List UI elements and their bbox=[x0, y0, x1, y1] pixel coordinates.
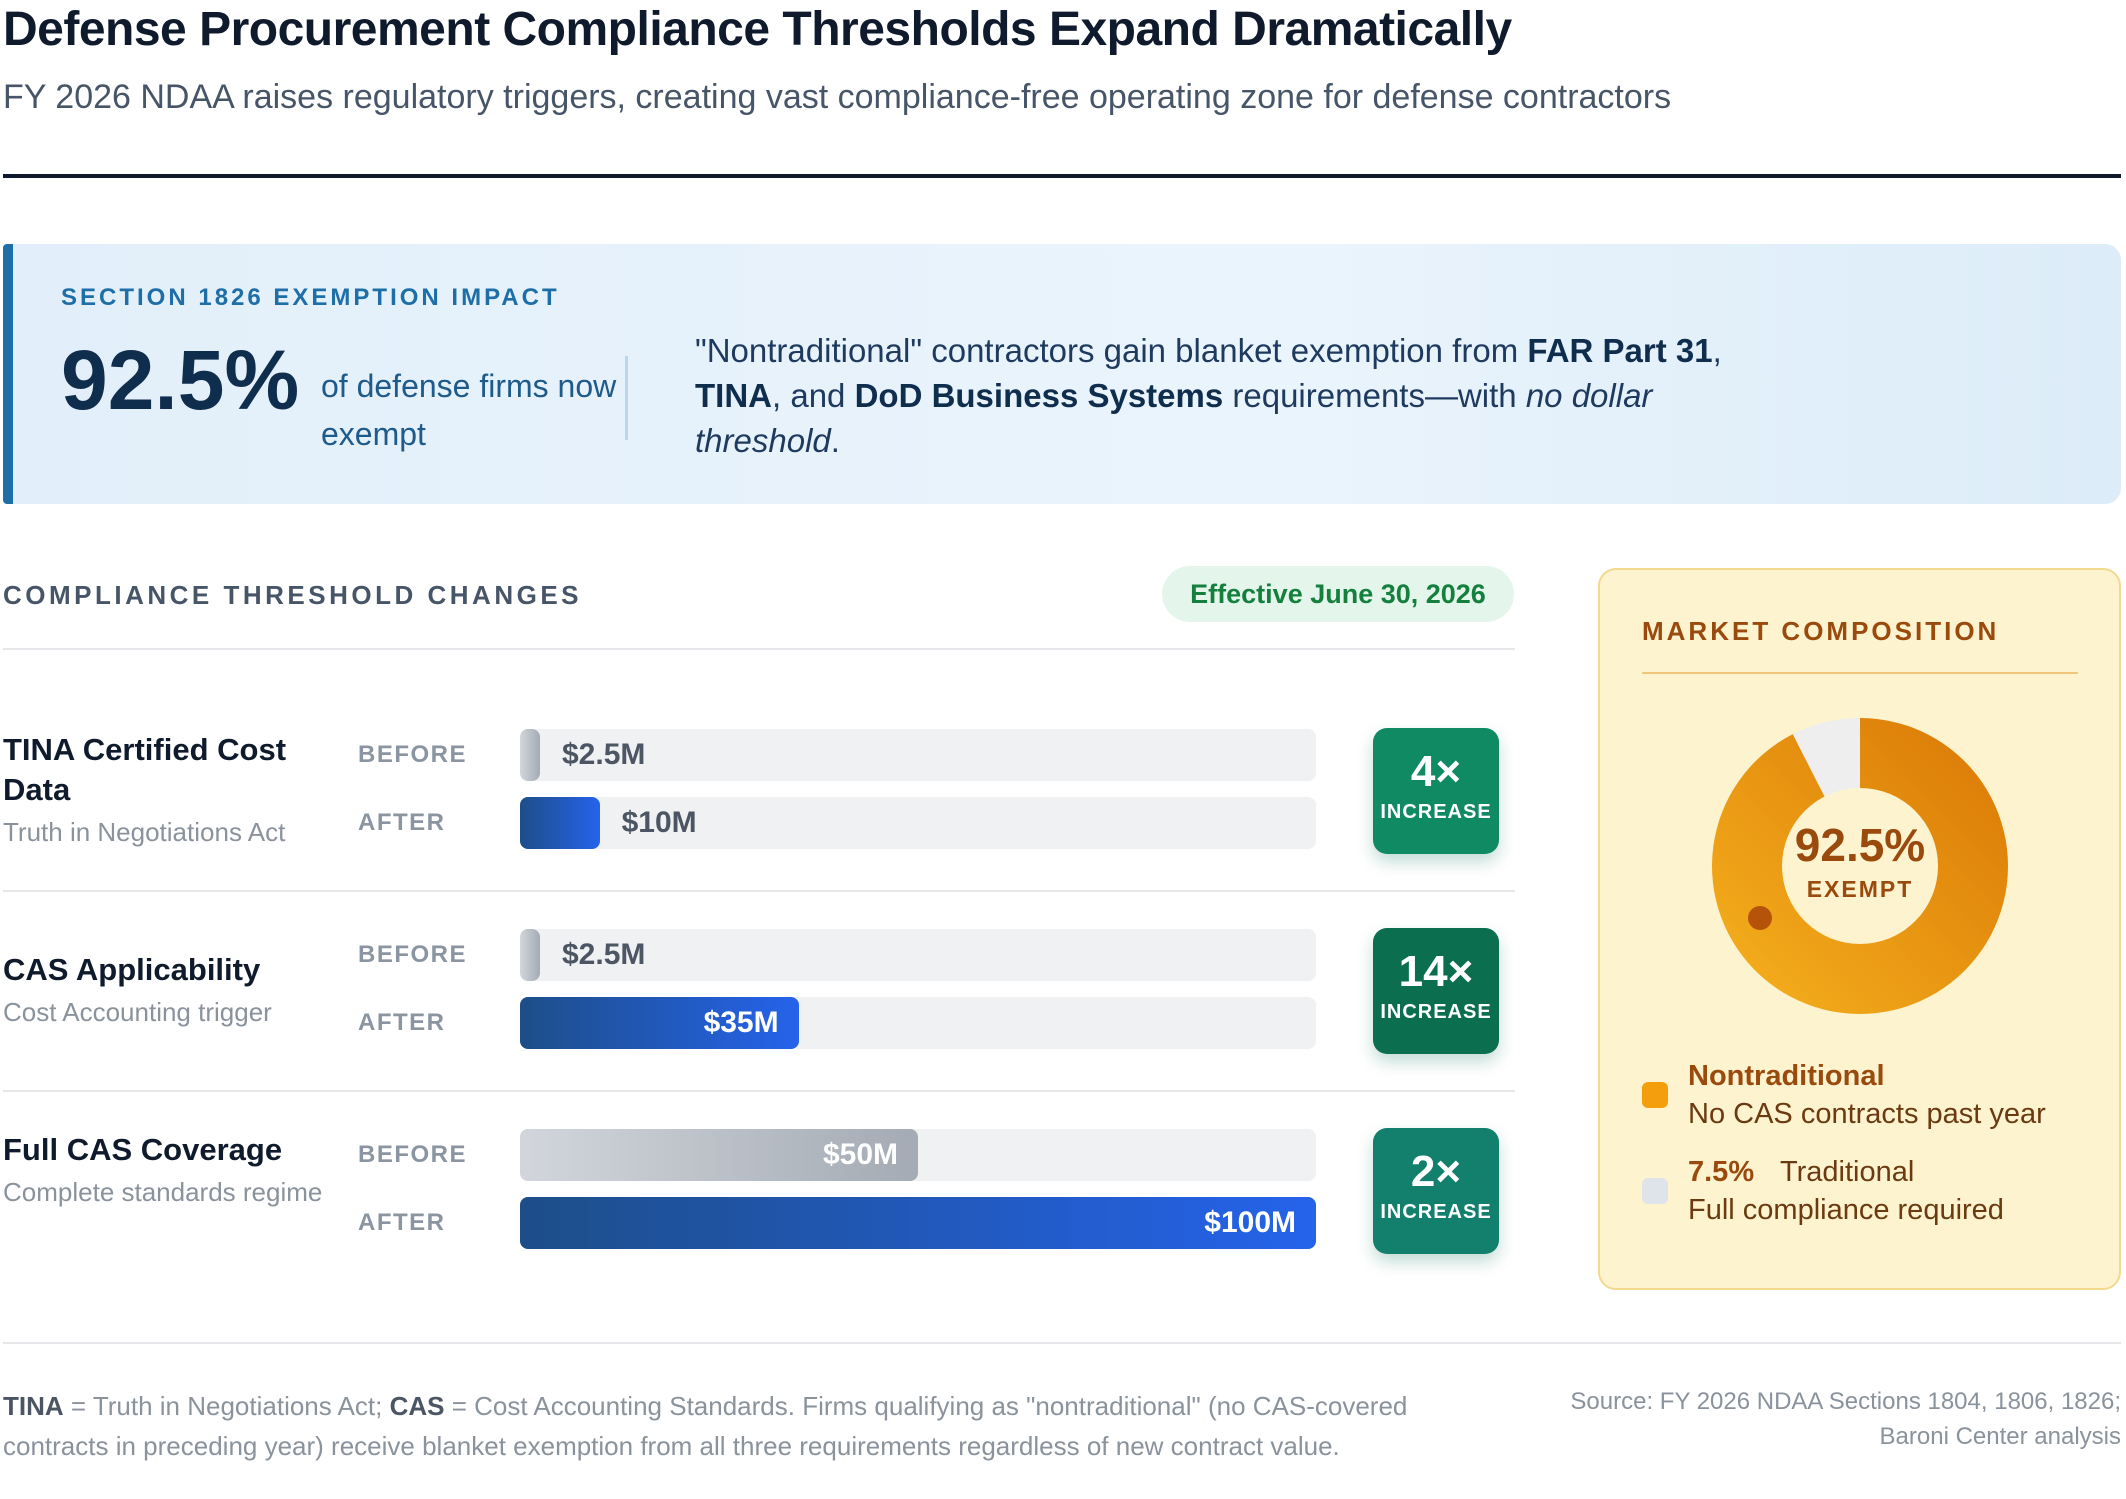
impact-text-2: , bbox=[1712, 332, 1722, 369]
impact-separator bbox=[625, 356, 628, 440]
after-label: AFTER bbox=[358, 809, 446, 836]
multiplier-value: 4× bbox=[1410, 747, 1462, 796]
exemption-impact-banner: SECTION 1826 EXEMPTION IMPACT 92.5% of d… bbox=[3, 244, 2121, 504]
legend-desc-nontraditional: No CAS contracts past year bbox=[1688, 1098, 2046, 1130]
bar-before-value: $50M bbox=[822, 1138, 898, 1171]
header-divider bbox=[3, 174, 2121, 178]
market-composition-card: MARKET COMPOSITION 92.5% EXEMPT Nontradi… bbox=[1598, 568, 2121, 1290]
impact-bold-tina: TINA bbox=[695, 377, 772, 414]
impact-big-value: 92.5% bbox=[61, 333, 300, 427]
bar-track: $10M bbox=[520, 797, 1316, 849]
footnote-abbr-tina: TINA bbox=[3, 1391, 64, 1421]
impact-text-1: "Nontraditional" contractors gain blanke… bbox=[695, 332, 1528, 369]
bar-after bbox=[520, 797, 600, 849]
footnote-def-tina: = Truth in Negotiations Act; bbox=[63, 1391, 390, 1421]
impact-italic: no dollar threshold bbox=[695, 377, 1653, 459]
impact-text-5: . bbox=[830, 422, 840, 459]
row-subtitle: Truth in Negotiations Act bbox=[3, 817, 286, 847]
multiplier-badge: 2× INCREASE bbox=[1373, 1128, 1499, 1254]
bar-after bbox=[520, 1197, 1316, 1249]
before-label: BEFORE bbox=[358, 741, 468, 768]
row-name: Full CAS Coverage bbox=[3, 1132, 283, 1167]
after-label: AFTER bbox=[358, 1009, 446, 1036]
footnote-abbr-cas: CAS bbox=[389, 1391, 445, 1421]
donut-hole bbox=[1782, 788, 1938, 944]
impact-bold-dod: DoD Business Systems bbox=[854, 377, 1224, 414]
bar-track: $50M bbox=[520, 1129, 1316, 1181]
legend-desc-traditional: Full compliance required bbox=[1688, 1194, 2004, 1226]
multiplier-value: 2× bbox=[1410, 1147, 1462, 1196]
footnote-def-cas: = Cost Accounting Standards. Firms quali… bbox=[3, 1391, 1408, 1461]
row-divider bbox=[3, 890, 1515, 892]
bar-track: $2.5M bbox=[520, 929, 1316, 981]
donut-center-label: EXEMPT bbox=[1806, 876, 1914, 902]
bar-after bbox=[520, 997, 799, 1049]
impact-text-4: requirements—with bbox=[1223, 377, 1526, 414]
impact-big-desc: of defense firms now exempt bbox=[321, 368, 617, 452]
page-subtitle: FY 2026 NDAA raises regulatory triggers,… bbox=[3, 78, 1672, 116]
multiplier-badge: 4× INCREASE bbox=[1373, 728, 1499, 854]
bar-track: $35M bbox=[520, 997, 1316, 1049]
footer-divider bbox=[3, 1342, 2121, 1344]
page-title: Defense Procurement Compliance Threshold… bbox=[3, 3, 1512, 56]
bar-track: $100M bbox=[520, 1197, 1316, 1249]
effective-date-badge: Effective June 30, 2026 bbox=[1162, 566, 1514, 622]
multiplier-value: 14× bbox=[1398, 947, 1474, 996]
impact-bold-far: FAR Part 31 bbox=[1527, 332, 1713, 369]
footnote: TINA = Truth in Negotiations Act; CAS = … bbox=[3, 1386, 1483, 1466]
after-label: AFTER bbox=[358, 1209, 446, 1236]
legend-name-traditional: Traditional bbox=[1780, 1156, 1915, 1188]
bar-after-value: $35M bbox=[703, 1006, 779, 1039]
market-label: MARKET COMPOSITION bbox=[1642, 616, 2000, 646]
row-name: CAS Applicability bbox=[3, 952, 261, 987]
bar-before-value: $2.5M bbox=[562, 738, 646, 771]
source-note: Source: FY 2026 NDAA Sections 1804, 1806… bbox=[1570, 1388, 2121, 1450]
threshold-divider bbox=[3, 648, 1515, 650]
market-divider bbox=[1642, 672, 2078, 674]
legend-name-nontraditional: Nontraditional bbox=[1688, 1060, 1885, 1092]
row-divider bbox=[3, 1090, 1515, 1092]
legend-pct-traditional: 7.5% bbox=[1688, 1156, 1755, 1188]
impact-label: SECTION 1826 EXEMPTION IMPACT bbox=[61, 284, 560, 311]
bar-before bbox=[520, 729, 540, 781]
bar-track: $2.5M bbox=[520, 729, 1316, 781]
bar-before bbox=[520, 1129, 918, 1181]
donut-marker-dot bbox=[1748, 906, 1772, 930]
impact-description: "Nontraditional" contractors gain blanke… bbox=[695, 328, 1775, 463]
multiplier-label: INCREASE bbox=[1380, 1201, 1492, 1223]
bar-before bbox=[520, 929, 540, 981]
row-name: TINA Certified Cost Data bbox=[3, 732, 287, 807]
bar-before-value: $2.5M bbox=[562, 938, 646, 971]
bar-after-value: $10M bbox=[621, 806, 697, 839]
donut-center-value: 92.5% bbox=[1794, 819, 1926, 871]
legend-swatch-traditional bbox=[1642, 1178, 1668, 1204]
legend-swatch-nontraditional bbox=[1642, 1082, 1668, 1108]
multiplier-label: INCREASE bbox=[1380, 1001, 1492, 1023]
threshold-section-label: COMPLIANCE THRESHOLD CHANGES bbox=[3, 580, 583, 610]
row-subtitle: Complete standards regime bbox=[3, 1177, 323, 1207]
bar-after-value: $100M bbox=[1204, 1206, 1296, 1239]
multiplier-badge: 14× INCREASE bbox=[1373, 928, 1499, 1054]
multiplier-label: INCREASE bbox=[1380, 801, 1492, 823]
row-subtitle: Cost Accounting trigger bbox=[3, 997, 272, 1027]
before-label: BEFORE bbox=[358, 1141, 468, 1168]
before-label: BEFORE bbox=[358, 941, 468, 968]
market-donut-chart bbox=[1712, 718, 2008, 1014]
impact-text-3: , and bbox=[772, 377, 855, 414]
